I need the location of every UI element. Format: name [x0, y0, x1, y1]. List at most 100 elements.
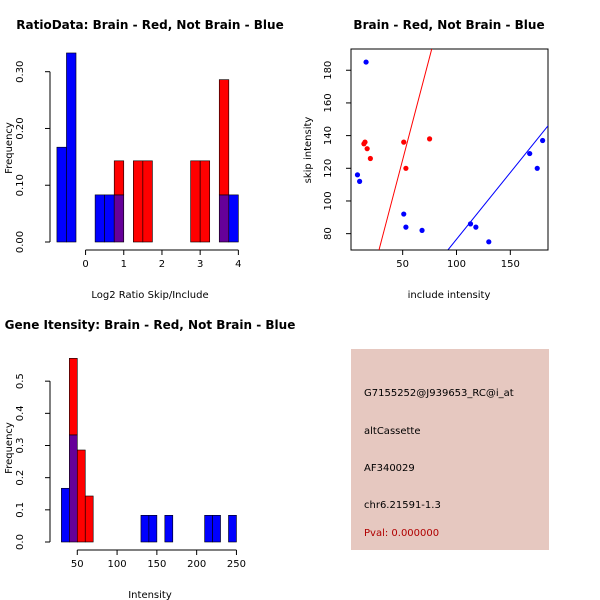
intensity-histogram-y-tick-label: 0.5	[15, 373, 26, 389]
ratio-histogram-x-tick-label: 3	[197, 259, 203, 270]
intensity-histogram-bar-not-brain	[148, 515, 158, 543]
scatter-point-not-brain	[419, 227, 425, 233]
intensity-histogram-y-tick-label: 0.0	[15, 534, 26, 550]
ratio-histogram-bar-not-brain	[104, 194, 115, 243]
scatter-y-tick-label: 180	[323, 61, 334, 80]
scatter-y-tick-label: 80	[323, 227, 334, 240]
intensity-histogram-xlabel: Intensity	[128, 590, 172, 600]
scatter-points	[354, 59, 546, 245]
scatter-y-tick-label: 140	[323, 126, 334, 145]
intensity-histogram-bar-brain	[76, 449, 86, 543]
scatter-fit-line-brain	[378, 49, 433, 250]
scatter-point-brain	[426, 136, 433, 142]
intensity-histogram-y-axis: 0.0 0.1 0.2 0.3 0.4 0.5	[15, 373, 51, 550]
ratio-histogram-bar-brain	[199, 160, 211, 243]
ratio-histogram-y-tick-label: 0.30	[15, 61, 26, 83]
ratio-histogram-bar-brain	[190, 160, 201, 243]
intensity-histogram-bar-not-brain	[212, 515, 221, 543]
scatter-xlabel: include intensity	[408, 290, 491, 301]
intensity-histogram-x-axis: 50 100 150 200 250	[71, 549, 246, 570]
intensity-histogram-y-tick-label: 0.3	[15, 438, 26, 454]
info-panel-background	[351, 349, 549, 550]
scatter-point-not-brain	[363, 59, 369, 65]
intensity-histogram-bar-brain	[69, 358, 78, 436]
ratio-histogram-bar-brain	[142, 160, 153, 243]
genomic-location: chr6.21591-1.3	[364, 500, 441, 511]
accession-id: AF340029	[364, 463, 415, 474]
pval-text: Pval: 0.000000	[364, 528, 439, 539]
scatter-ylabel: skip intensity	[303, 117, 314, 184]
intensity-histogram-panel: Gene Itensity: Brain - Red, Not Brain - …	[4, 318, 295, 600]
scatter-title: Brain - Red, Not Brain - Blue	[353, 18, 544, 32]
scatter-y-axis: 80 100 120 140 160 180	[323, 61, 352, 240]
scatter-fit-line-not-brain	[447, 125, 548, 250]
scatter-point-not-brain	[540, 137, 546, 144]
scatter-point-brain	[403, 165, 409, 171]
ratio-histogram-y-tick-label: 0.10	[15, 174, 26, 196]
info-panel: G7155252@J939653_RC@i_at altCassette AF3…	[351, 349, 549, 550]
scatter-point-brain	[362, 139, 368, 145]
probe-id: G7155252@J939653_RC@i_at	[364, 388, 514, 399]
scatter-point-brain	[401, 139, 407, 145]
scatter-y-tick-label: 120	[323, 159, 334, 178]
scatter-x-tick-label: 100	[447, 259, 466, 270]
intensity-histogram-bar-brain	[84, 495, 94, 543]
ratio-histogram-bar-brain	[133, 160, 144, 243]
intensity-histogram-bars	[61, 358, 237, 543]
ratio-histogram-title: RatioData: Brain - Red, Not Brain - Blue	[16, 18, 283, 32]
intensity-histogram-bar-not-brain	[204, 515, 213, 543]
scatter-point-not-brain	[354, 172, 361, 178]
scatter-point-not-brain	[403, 224, 409, 230]
intensity-histogram-y-tick-label: 0.4	[15, 405, 26, 421]
scatter-point-not-brain	[527, 150, 533, 157]
intensity-histogram-x-tick-label: 50	[71, 559, 84, 570]
scatter-point-not-brain	[534, 165, 540, 171]
intensity-histogram-x-tick-label: 100	[108, 559, 127, 570]
ratio-histogram-bars	[56, 52, 239, 243]
ratio-histogram-bar-not-brain	[66, 52, 77, 243]
intensity-histogram-bar-not-brain	[61, 487, 70, 543]
intensity-histogram-title: Gene Itensity: Brain - Red, Not Brain - …	[5, 318, 296, 332]
scatter-x-axis: 50 100 150	[396, 249, 520, 270]
ratio-histogram-panel: RatioData: Brain - Red, Not Brain - Blue…	[4, 18, 284, 301]
intensity-histogram-x-tick-label: 250	[227, 559, 246, 570]
scatter-point-not-brain	[357, 178, 363, 184]
ratio-histogram-xlabel: Log2 Ratio Skip/Include	[91, 290, 208, 301]
ratio-histogram-y-tick-label: 0.20	[15, 117, 26, 139]
intensity-histogram-ylabel: Frequency	[4, 422, 15, 474]
intensity-histogram-y-tick-label: 0.2	[15, 470, 26, 486]
ratio-histogram-ylabel: Frequency	[4, 122, 15, 174]
ratio-histogram-x-tick-label: 1	[121, 259, 127, 270]
scatter-point-not-brain	[486, 239, 492, 245]
ratio-histogram-bar-not-brain	[94, 194, 105, 243]
scatter-panel: Brain - Red, Not Brain - Blue include in…	[303, 18, 549, 301]
ratio-histogram-x-tick-label: 0	[82, 259, 88, 270]
scatter-x-tick-label: 50	[396, 259, 409, 270]
ratio-histogram-x-tick-label: 4	[235, 259, 241, 270]
ratio-histogram-x-axis: 0 1 2 3 4	[82, 249, 242, 270]
scatter-y-tick-label: 160	[323, 93, 334, 112]
intensity-histogram-y-tick-label: 0.1	[15, 502, 26, 518]
scatter-point-brain	[364, 146, 370, 152]
intensity-histogram-x-tick-label: 150	[147, 559, 166, 570]
ratio-histogram-bar-not-brain	[228, 194, 239, 243]
ratio-histogram-bar-brain	[113, 160, 125, 196]
scatter-fit-lines	[378, 49, 548, 250]
intensity-histogram-bar-overlap	[69, 434, 78, 543]
scatter-plot-frame	[350, 48, 549, 251]
scatter-point-brain	[367, 155, 373, 162]
ratio-histogram-bar-overlap	[113, 194, 125, 243]
scatter-y-tick-label: 100	[323, 191, 334, 210]
intensity-histogram-bar-not-brain	[164, 515, 174, 543]
scatter-point-not-brain	[401, 211, 407, 217]
scatter-point-not-brain	[467, 221, 474, 227]
event-type: altCassette	[364, 426, 421, 437]
intensity-histogram-x-tick-label: 200	[187, 559, 206, 570]
ratio-histogram-y-tick-label: 0.00	[15, 231, 26, 253]
ratio-histogram-y-axis: 0.00 0.10 0.20 0.30	[15, 61, 51, 253]
scatter-x-tick-label: 150	[501, 259, 520, 270]
intensity-histogram-bar-not-brain	[140, 515, 150, 543]
ratio-histogram-bar-not-brain	[56, 146, 67, 243]
ratio-histogram-bar-overlap	[218, 194, 230, 243]
